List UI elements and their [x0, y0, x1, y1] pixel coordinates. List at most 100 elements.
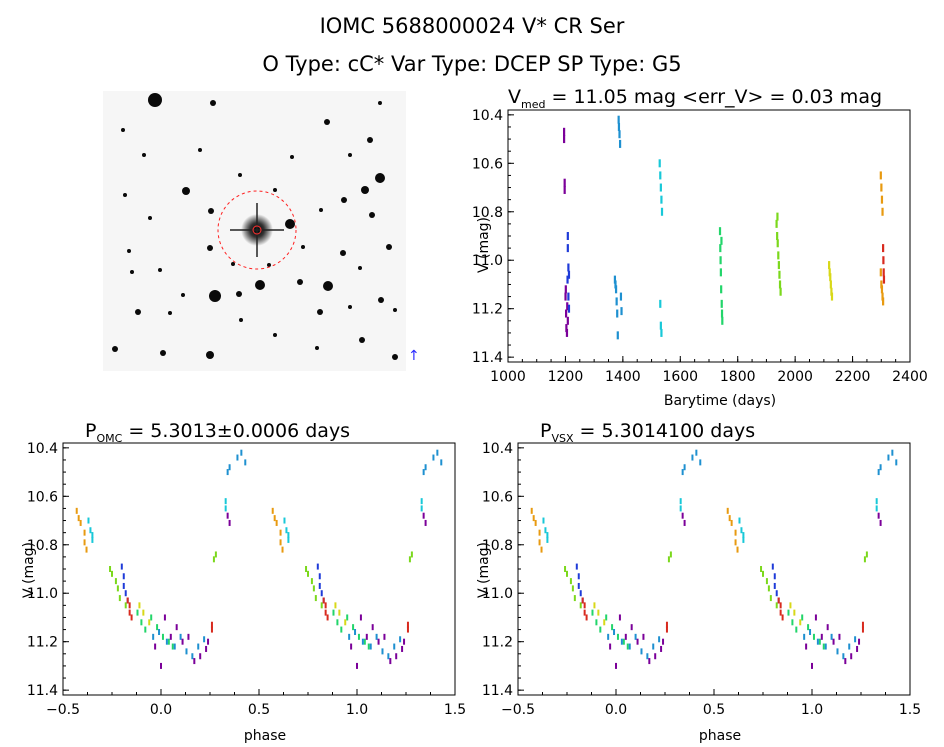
phase_omc-point-8-8	[199, 653, 202, 660]
phase_vsx-point-2-6	[667, 556, 670, 563]
phase_vsx-point-7-12	[695, 449, 698, 456]
phase_omc-point-5-5	[161, 633, 164, 640]
target-aperture-circle	[217, 190, 297, 270]
lightcurve-point-7-6	[880, 285, 884, 294]
lightcurve-point-0-6	[565, 324, 568, 333]
phase_vsx-point-7-21	[848, 643, 851, 650]
phase_vsx-point-3-7	[773, 582, 776, 589]
lightcurve-point-7-8	[882, 297, 885, 306]
lightcurve-ytick-label-3: 11.0	[472, 253, 503, 269]
phase_vsx-point-3-8	[775, 590, 778, 597]
phase_omc-point-8-19	[383, 633, 386, 640]
sky-star-30	[181, 293, 185, 297]
phase_omc-point-7-12	[240, 449, 243, 456]
lightcurve-point-7-5	[880, 280, 883, 289]
phase_vsx-point-8-0	[609, 643, 612, 650]
sky-star-51	[198, 148, 202, 152]
lightcurve-point-4-8	[720, 236, 723, 245]
phase_vsx-point-7-8	[658, 636, 661, 643]
sky-star-39	[206, 351, 214, 359]
phase-omc-title: POMC = 5.3013±0.0006 days	[85, 420, 350, 445]
sky-star-48	[123, 193, 127, 197]
phase_omc-point-4-5	[324, 602, 327, 609]
phase_omc-point-6-0	[138, 602, 141, 609]
phase_omc-point-0-7	[273, 515, 276, 522]
lightcurve-xtick-label-6: 2200	[835, 369, 871, 385]
phase_vsx-ytick-label-1: 10.6	[482, 489, 513, 505]
phase_vsx-point-8-5	[636, 638, 639, 645]
phase_omc-point-8-18	[377, 638, 380, 645]
phase_omc-point-0-8	[275, 519, 278, 526]
phase_vsx-point-3-1	[577, 573, 580, 580]
image-label-north-arrow: ↑	[408, 348, 420, 364]
phase_vsx-point-7-2	[620, 638, 623, 645]
phase_vsx-point-6-1	[597, 609, 600, 616]
phase_vsx-ytick-label-3: 11.0	[482, 586, 513, 602]
lightcurve-point-5-8	[776, 212, 779, 221]
phase_vsx-point-0-4	[538, 539, 541, 546]
phase_omc-point-7-4	[179, 633, 182, 640]
phase_omc-point-2-9	[307, 570, 309, 577]
phase_vsx-point-7-27	[895, 459, 898, 466]
lightcurve-point-6-2	[829, 273, 832, 282]
phase_omc-xtick-label-3: 1.0	[346, 702, 368, 718]
lightcurve-point-0-0	[562, 127, 566, 136]
lightcurve-point-8-3	[882, 275, 886, 284]
phase_vsx-point-4-7	[781, 614, 784, 621]
lightcurve-point-2-2	[614, 285, 618, 294]
phase_omc-point-8-20	[389, 658, 392, 665]
lightcurve-point-4-2	[719, 256, 722, 265]
phase_vsx-xtick-label-0: −0.5	[501, 702, 535, 718]
lightcurve-ytick-label-1: 10.6	[472, 156, 503, 172]
phase_vsx-point-7-10	[683, 464, 686, 471]
lightcurve-point-5-0	[775, 219, 778, 228]
lightcurve-point-1-4	[567, 292, 570, 301]
phase_omc-point-1-8	[224, 498, 227, 505]
sky-star-33	[239, 318, 243, 322]
lightcurve-ytick-label-4: 11.2	[472, 302, 503, 318]
phase_vsx-point-1-11	[875, 505, 878, 512]
sky-star-36	[378, 297, 384, 303]
phase_vsx-point-5-14	[818, 638, 821, 645]
phase_omc-point-7-26	[436, 449, 439, 456]
phase_omc-point-4-3	[130, 614, 133, 621]
phase_omc-point-7-9	[226, 469, 229, 476]
lightcurve-point-0-7	[565, 328, 569, 337]
sky-star-41	[315, 346, 319, 350]
phase_omc-point-7-23	[422, 469, 425, 476]
phase_omc-point-2-13	[320, 602, 323, 609]
phase_omc-point-7-1	[158, 629, 161, 635]
phase_omc-point-5-7	[171, 643, 174, 650]
lightcurve-point-5-4	[777, 261, 780, 270]
phase_vsx-point-3-3	[579, 590, 582, 597]
phase_vsx-point-8-25	[879, 519, 882, 526]
sky-star-15	[369, 212, 375, 218]
phase_vsx-point-8-11	[681, 512, 684, 519]
phase_omc-point-8-0	[154, 643, 157, 650]
phase_omc-point-5-0	[136, 609, 139, 616]
sky-star-21	[127, 249, 131, 253]
phase_omc-point-0-11	[281, 546, 284, 553]
lightcurve-point-8-0	[882, 244, 885, 253]
phase-omc-plot: POMC = 5.3013±0.0006 days −0.5 0.0 0.5 1.0 1…	[21, 420, 466, 744]
phase_omc-point-0-1	[77, 515, 80, 522]
phase_omc-point-1-5	[285, 527, 288, 534]
phase_omc-ytick-label-3: 11.0	[27, 586, 58, 602]
phase_vsx-point-1-10	[875, 498, 878, 505]
phase_omc-point-8-5	[181, 638, 184, 645]
phase_vsx-point-1-8	[679, 498, 682, 505]
phase_vsx-ytick-label-5: 11.4	[482, 683, 513, 699]
lightcurve-point-0-3	[563, 185, 566, 194]
sky-star-45	[148, 216, 152, 220]
phase_omc-point-5-10	[340, 626, 343, 633]
lightcurve-ytick-label-5: 11.4	[472, 350, 503, 366]
phase_vsx-point-8-15	[814, 614, 817, 621]
phase_vsx-point-2-12	[769, 595, 772, 602]
phase_vsx-point-7-5	[640, 648, 643, 655]
phase_vsx-point-8-24	[877, 512, 880, 519]
lightcurve-title: Vmed = 11.05 mag <err_V> = 0.03 mag	[508, 86, 882, 111]
phase_vsx-point-8-19	[838, 633, 841, 640]
phase_vsx-point-4-6	[779, 609, 782, 616]
phase_vsx-point-2-3	[571, 585, 574, 592]
sky-star-11	[285, 219, 295, 229]
